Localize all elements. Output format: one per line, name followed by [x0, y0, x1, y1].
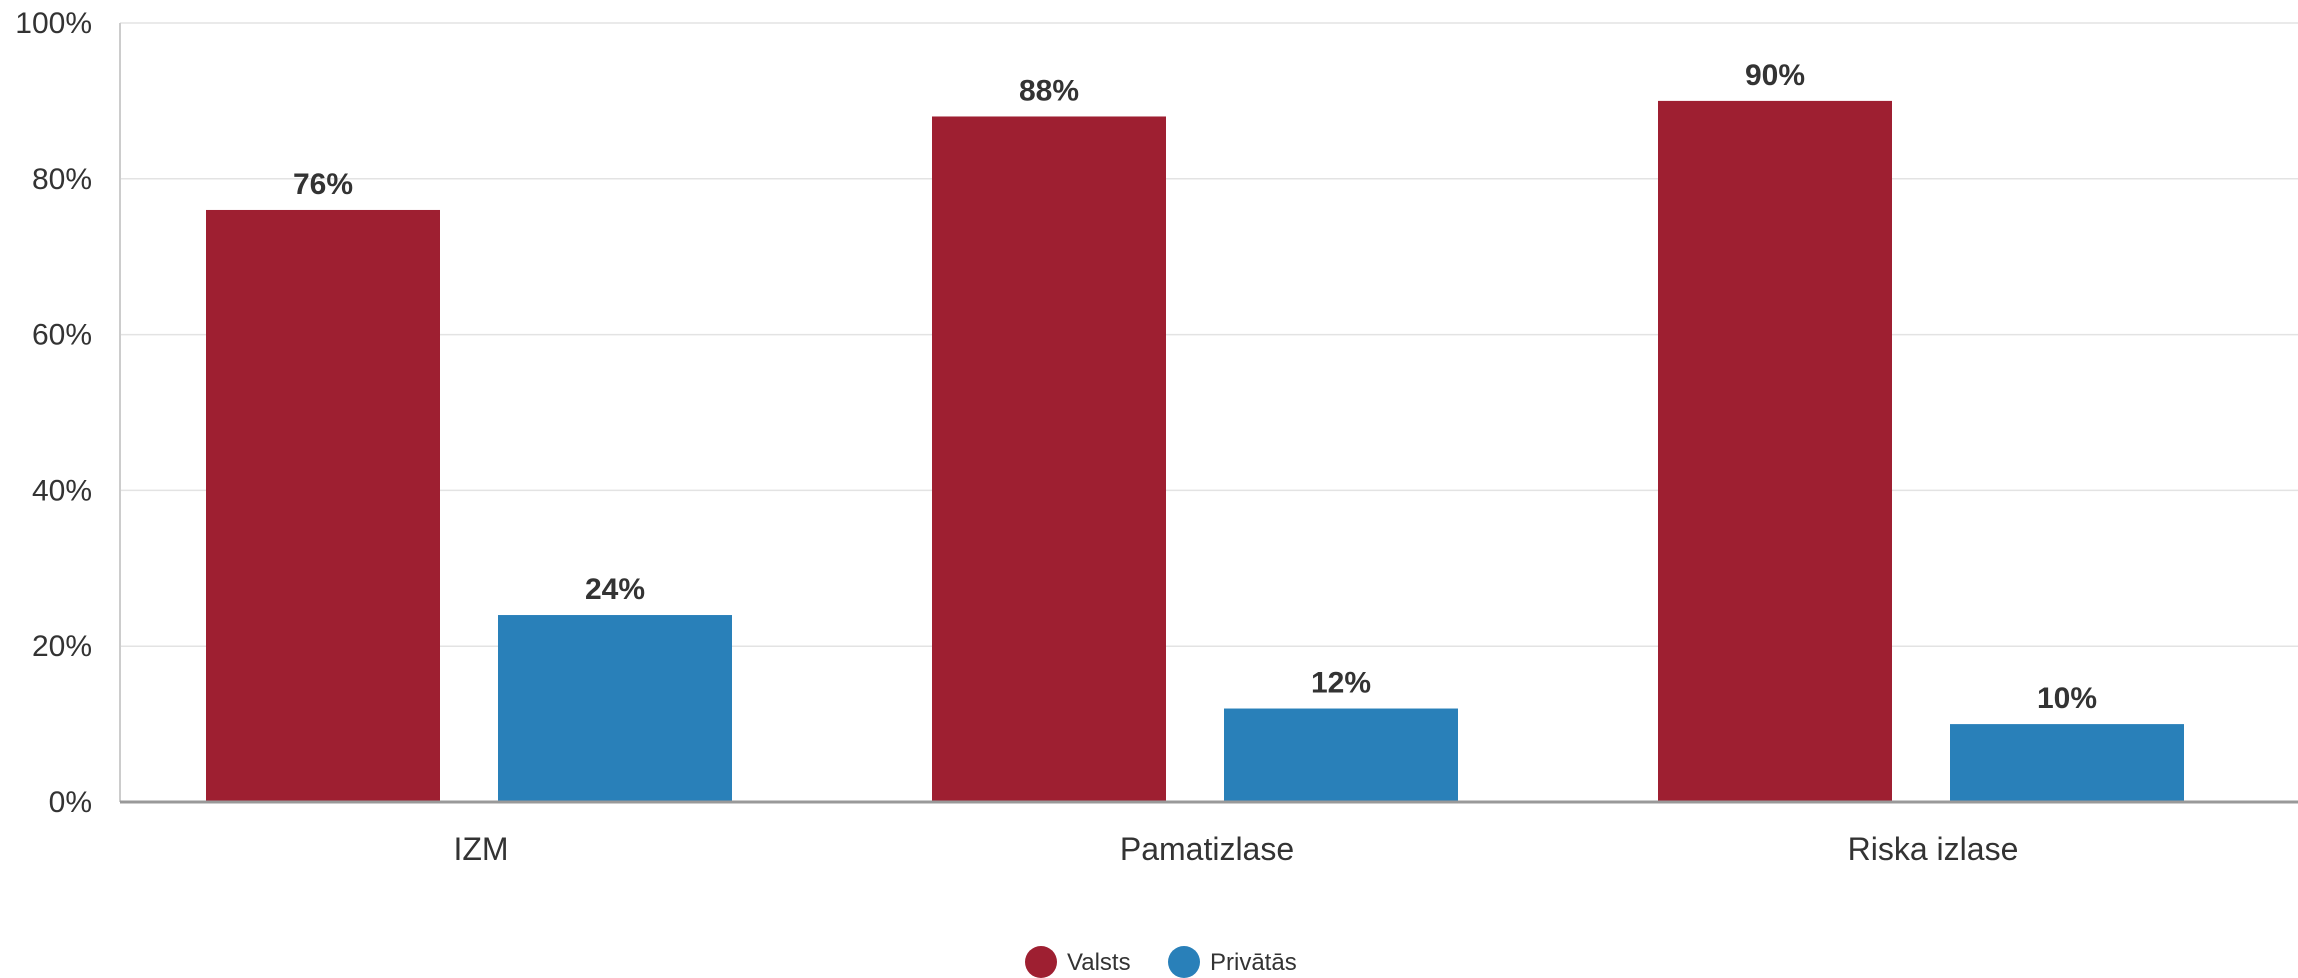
gridlines — [120, 23, 2298, 646]
legend-item-priv-t-s[interactable]: Privātās — [1168, 946, 1297, 978]
data-label: 24% — [585, 573, 645, 606]
x-category-label: IZM — [453, 831, 508, 867]
y-tick-label: 100% — [15, 7, 92, 40]
data-label: 90% — [1745, 59, 1805, 92]
legend-marker — [1025, 946, 1057, 978]
bar-priv-t-s-riska-izlase[interactable] — [1950, 724, 2184, 802]
y-tick-label: 60% — [32, 319, 92, 352]
bar-priv-t-s-izm[interactable] — [498, 615, 732, 802]
y-tick-label: 80% — [32, 163, 92, 196]
x-category-label: Pamatizlase — [1120, 831, 1294, 867]
legend-marker — [1168, 946, 1200, 978]
legend-item-valsts[interactable]: Valsts — [1025, 946, 1131, 978]
bar-valsts-pamatizlase[interactable] — [932, 116, 1166, 802]
bar-priv-t-s-pamatizlase[interactable] — [1224, 709, 1458, 802]
bars — [206, 101, 2184, 802]
data-label: 10% — [2037, 682, 2097, 715]
data-label: 88% — [1019, 74, 1079, 107]
x-category-label: Riska izlase — [1848, 831, 2019, 867]
y-tick-label: 40% — [32, 474, 92, 507]
legend-label: Valsts — [1067, 949, 1131, 976]
data-label: 76% — [293, 168, 353, 201]
y-tick-label: 20% — [32, 630, 92, 663]
bar-valsts-riska-izlase[interactable] — [1658, 101, 1892, 802]
data-label: 12% — [1311, 667, 1371, 700]
legend[interactable]: Valsts Privātās — [1025, 946, 1297, 978]
legend-label: Privātās — [1210, 949, 1297, 976]
y-axis: 0% 20% 40% 60% 80% 100% — [15, 7, 120, 819]
x-axis: IZM Pamatizlase Riska izlase — [120, 802, 2298, 867]
y-tick-label: 0% — [49, 786, 92, 819]
bar-valsts-izm[interactable] — [206, 210, 440, 802]
